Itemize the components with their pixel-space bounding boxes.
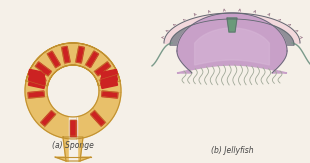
Text: (b) Jellyfish: (b) Jellyfish [211,146,253,155]
Polygon shape [164,13,300,43]
Polygon shape [91,111,105,126]
Polygon shape [69,117,77,161]
Polygon shape [62,46,70,63]
Polygon shape [47,51,60,67]
Polygon shape [35,62,51,76]
Text: (a) Sponge: (a) Sponge [52,141,94,150]
Polygon shape [63,137,83,161]
Polygon shape [29,80,45,89]
Polygon shape [55,157,91,161]
Polygon shape [101,74,117,83]
Polygon shape [95,62,111,76]
Polygon shape [28,91,44,98]
Polygon shape [29,75,46,85]
Polygon shape [101,69,117,78]
Polygon shape [25,43,121,139]
Polygon shape [70,120,76,136]
Polygon shape [101,80,117,89]
Polygon shape [41,111,55,126]
Polygon shape [29,74,45,83]
Polygon shape [76,46,84,63]
Polygon shape [86,51,99,67]
Polygon shape [177,13,287,73]
Polygon shape [102,91,118,98]
Polygon shape [29,69,45,78]
Polygon shape [170,19,294,45]
Polygon shape [100,75,117,85]
Polygon shape [227,18,237,32]
Polygon shape [195,28,269,65]
